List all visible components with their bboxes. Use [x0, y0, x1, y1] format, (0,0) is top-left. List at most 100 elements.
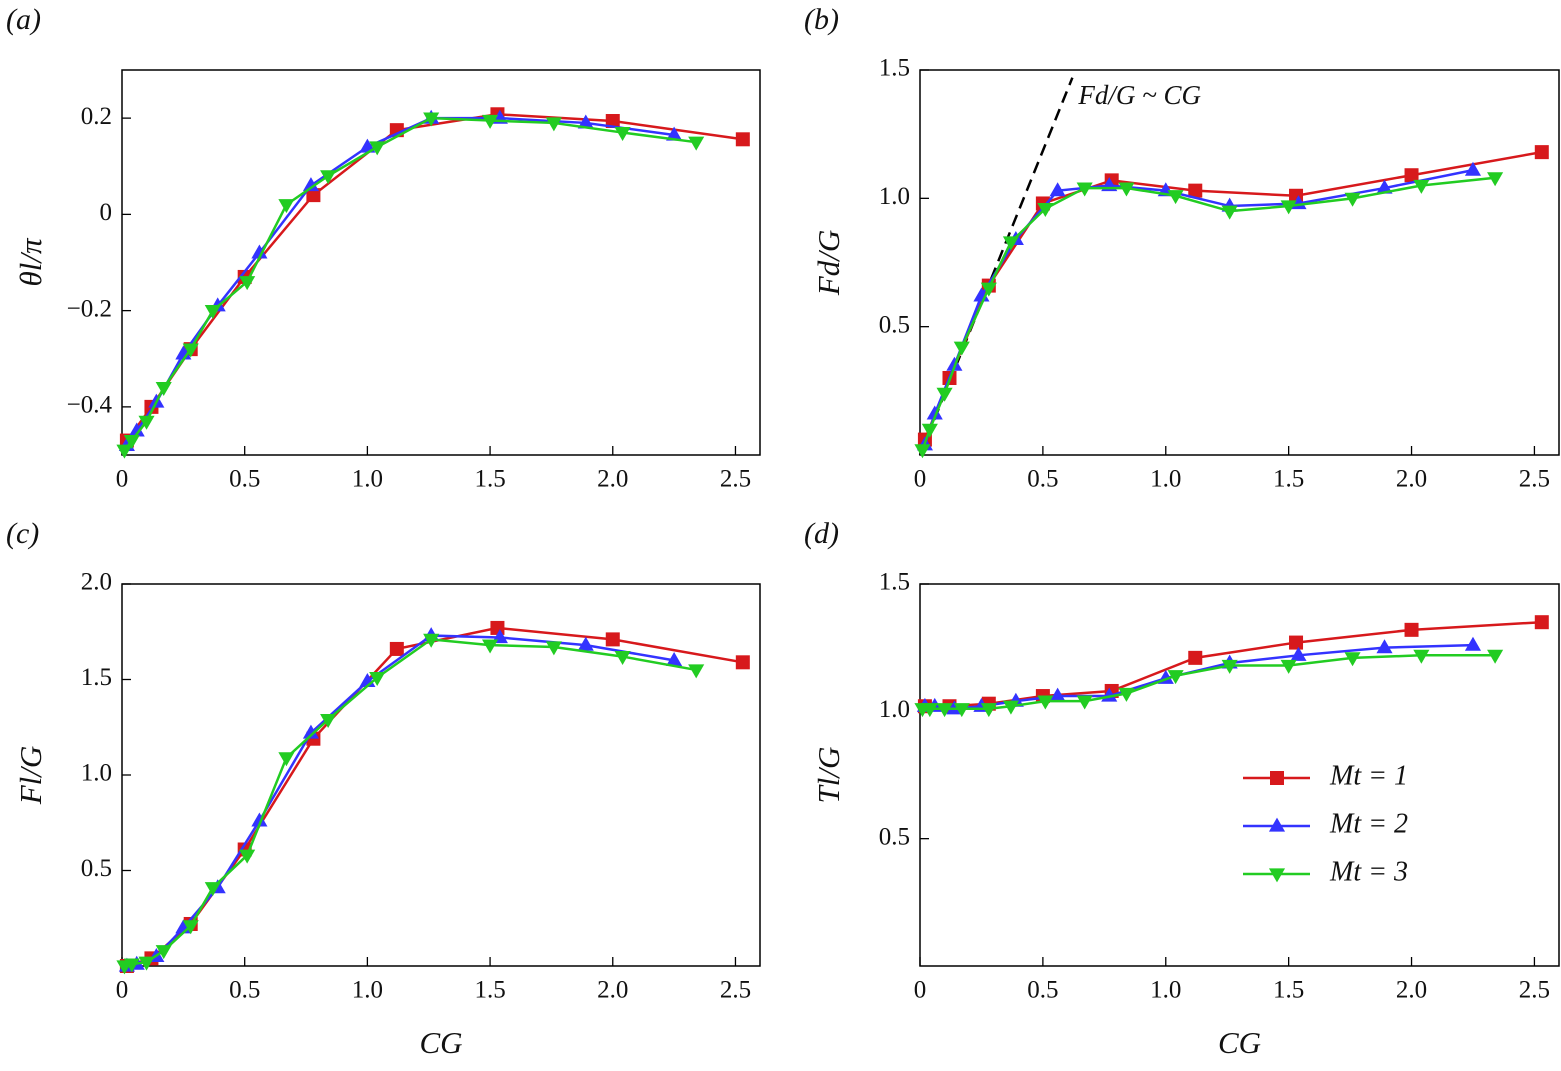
data-point [1076, 182, 1093, 197]
data-point [116, 444, 133, 459]
data-point [251, 812, 268, 827]
data-point [320, 170, 337, 185]
data-point [423, 633, 440, 648]
y-tick-label: 1.0 [879, 183, 910, 210]
data-point [953, 341, 970, 356]
data-point [302, 724, 319, 739]
data-point [1404, 622, 1419, 637]
x-tick-label: 0 [116, 466, 129, 493]
data-point [577, 636, 594, 651]
x-tick-label: 1.5 [1273, 466, 1304, 493]
data-point [138, 415, 155, 430]
x-tick-label: 2.0 [1396, 977, 1427, 1004]
series-line [923, 168, 1474, 446]
data-point [155, 382, 172, 397]
data-point [182, 343, 199, 358]
x-tick-label: 2.5 [720, 977, 751, 1004]
legend-label: Mt = 2 [1329, 808, 1408, 839]
data-point [490, 620, 505, 635]
legend-marker [1270, 771, 1284, 785]
y-tick-label: 2.0 [81, 569, 112, 596]
data-point [251, 244, 268, 259]
data-point [980, 282, 997, 297]
data-point [239, 849, 256, 864]
data-point [123, 434, 140, 449]
y-tick-label: 1.0 [81, 760, 112, 787]
data-point [1037, 203, 1054, 217]
data-point [1413, 179, 1430, 194]
data-point [155, 945, 172, 960]
series-line [125, 116, 675, 447]
data-point [204, 882, 221, 897]
data-point [1376, 179, 1393, 194]
series-line [923, 150, 1543, 441]
data-point [1221, 659, 1238, 674]
data-point [1280, 659, 1297, 674]
data-point [1487, 649, 1504, 664]
y-tick-label: 1.0 [879, 696, 910, 723]
data-point [1049, 687, 1066, 702]
data-point [239, 276, 256, 291]
x-tick-label: 0.5 [229, 466, 260, 493]
y-tick-label: 0.5 [81, 855, 112, 882]
annotation: Fd/G ~ CG [1077, 80, 1201, 110]
data-point [1118, 182, 1135, 197]
data-point [735, 132, 750, 147]
axes-frame [919, 69, 1560, 456]
data-point [936, 703, 953, 718]
series-line [126, 634, 675, 968]
panel-label: (a) [6, 3, 41, 36]
data-point [545, 117, 562, 132]
data-point [204, 305, 221, 320]
panel-label: (d) [804, 517, 839, 550]
x-tick-label: 0.5 [1027, 977, 1058, 1004]
data-point [1280, 200, 1297, 215]
x-tick-label: 1.5 [1273, 977, 1304, 1004]
data-point [605, 632, 620, 647]
data-point [1118, 687, 1135, 702]
data-point [1404, 168, 1419, 183]
data-point [921, 703, 938, 718]
data-point [1487, 172, 1504, 187]
x-tick-label: 0 [914, 466, 927, 493]
data-point [666, 126, 683, 141]
data-point [123, 958, 140, 973]
data-point [1002, 700, 1019, 715]
y-axis-label: Tl/G [811, 747, 846, 804]
data-point [1344, 652, 1361, 667]
data-point [980, 703, 997, 718]
data-point [614, 126, 631, 141]
y-axis-label: Fd/G [811, 230, 846, 296]
data-point [1376, 639, 1393, 654]
series-line [124, 638, 697, 968]
y-tick-label: 0.5 [879, 311, 910, 338]
data-point [614, 650, 631, 665]
x-tick-label: 2.0 [597, 977, 628, 1004]
data-point [369, 671, 386, 686]
data-point [1534, 145, 1549, 160]
data-point [128, 422, 145, 437]
data-point [666, 652, 683, 666]
y-tick-label: 1.5 [879, 569, 910, 596]
data-point [1413, 649, 1430, 664]
axes-frame [919, 583, 1560, 967]
y-tick-label: 1.5 [81, 664, 112, 691]
y-tick-label: 0.2 [81, 103, 112, 130]
x-tick-label: 2.0 [1396, 466, 1427, 493]
legend-label: Mt = 3 [1329, 856, 1408, 887]
x-tick-label: 2.5 [720, 466, 751, 493]
data-point [921, 423, 938, 438]
legend-marker [1268, 817, 1286, 832]
y-tick-label: 0.5 [879, 823, 910, 850]
x-tick-label: 0 [116, 977, 129, 1004]
data-point [302, 177, 319, 192]
data-point [278, 752, 295, 767]
data-point [1188, 183, 1203, 198]
data-point [688, 136, 705, 151]
data-point [423, 112, 440, 127]
y-axis-label: θl/π [13, 237, 48, 286]
data-point [1167, 670, 1184, 685]
data-point [1344, 192, 1361, 207]
x-axis-label: CG [419, 1025, 462, 1060]
